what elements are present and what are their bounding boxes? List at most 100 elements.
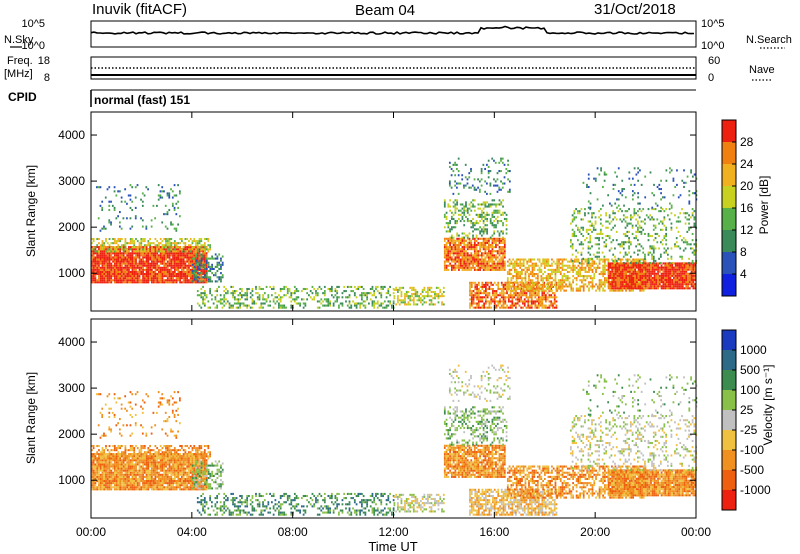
nsky-label: N.Sky [4,34,34,46]
power-cell [202,263,205,266]
power-cell [472,266,474,269]
power-cell [627,274,629,277]
power-cell [214,290,217,293]
power-cell [500,264,503,267]
power-cell [595,270,597,273]
power-cell [180,272,183,276]
power-cell [571,253,574,256]
power-cell [443,254,446,257]
power-cell [113,270,116,273]
power-cell [628,258,631,261]
power-cell [286,292,289,295]
power-cell [110,281,113,284]
power-cell [366,292,369,295]
power-cell [152,252,155,255]
power-cell [205,266,208,269]
power-cell [94,270,97,273]
power-cell [122,268,125,271]
power-cell [142,240,144,243]
power-cell [405,293,408,296]
power-cell [138,260,141,263]
power-cell [198,265,201,268]
power-cell [489,243,492,247]
power-cell [96,254,99,257]
power-cell [195,246,197,249]
power-cell [449,209,451,212]
power-cell [143,250,146,253]
power-cell [184,272,187,276]
power-cell [205,246,208,249]
power-cell [456,167,458,171]
power-cell [161,250,164,253]
power-cell [488,250,490,253]
power-cell [168,279,171,282]
power-cell [147,248,150,251]
power-cell [223,304,226,307]
power-cell [103,275,106,278]
power-cell [98,258,100,261]
power-cell [94,281,97,284]
power-cell [522,306,524,309]
power-cell [142,264,144,267]
power-cell [120,246,123,249]
power-cell [507,300,510,303]
power-cell [489,236,492,239]
power-cell [158,246,160,249]
power-cell [448,180,451,183]
power-cell [517,287,520,290]
power-cell [170,268,173,271]
power-cell [135,258,137,261]
power-cell [115,260,118,263]
power-cell [496,222,499,225]
power-cell [680,285,682,288]
power-cell [91,279,93,282]
power-cell [334,287,337,291]
power-cell [225,287,227,291]
power-cell [553,296,556,299]
power-cell [495,268,497,271]
power-cell [540,289,543,292]
power-cell [510,268,513,271]
power-cell [92,237,95,241]
power-cell [458,243,460,247]
power-cell [543,306,546,309]
power-cell [306,298,309,301]
power-cell [505,172,508,175]
power-cell [634,276,637,279]
power-cell [637,260,640,263]
power-cell [603,289,606,292]
power-cell [463,213,466,216]
power-cell [596,287,599,290]
power-cell [452,226,455,229]
power-cell [421,299,424,302]
power-cell [466,234,469,237]
power-cell [156,262,159,265]
power-cell [662,283,665,286]
power-cell [152,264,155,267]
power-cell [517,285,520,288]
power-cell [579,272,582,276]
power-cell [671,266,674,269]
power-cell [556,270,559,273]
power-cell [636,274,638,277]
power-cell [572,266,574,269]
power-cell [110,254,113,257]
power-cell [580,253,583,256]
power-cell [497,302,500,305]
power-cell [267,304,270,307]
power-cell [158,248,160,251]
power-cell [575,208,578,211]
power-cell [602,287,604,290]
power-cell [411,295,413,298]
power-cell [500,306,503,309]
power-cell [607,268,610,271]
power-cell [373,302,376,305]
power-cell [251,298,254,301]
power-cell [513,264,516,267]
power-cell [476,302,478,305]
power-cell [568,285,571,288]
power-cell [664,262,667,265]
power-cell [479,237,481,240]
freq-strip: 18 8 60 0 Freq. [MHz] Nave [4,55,775,84]
power-cell [135,252,137,255]
